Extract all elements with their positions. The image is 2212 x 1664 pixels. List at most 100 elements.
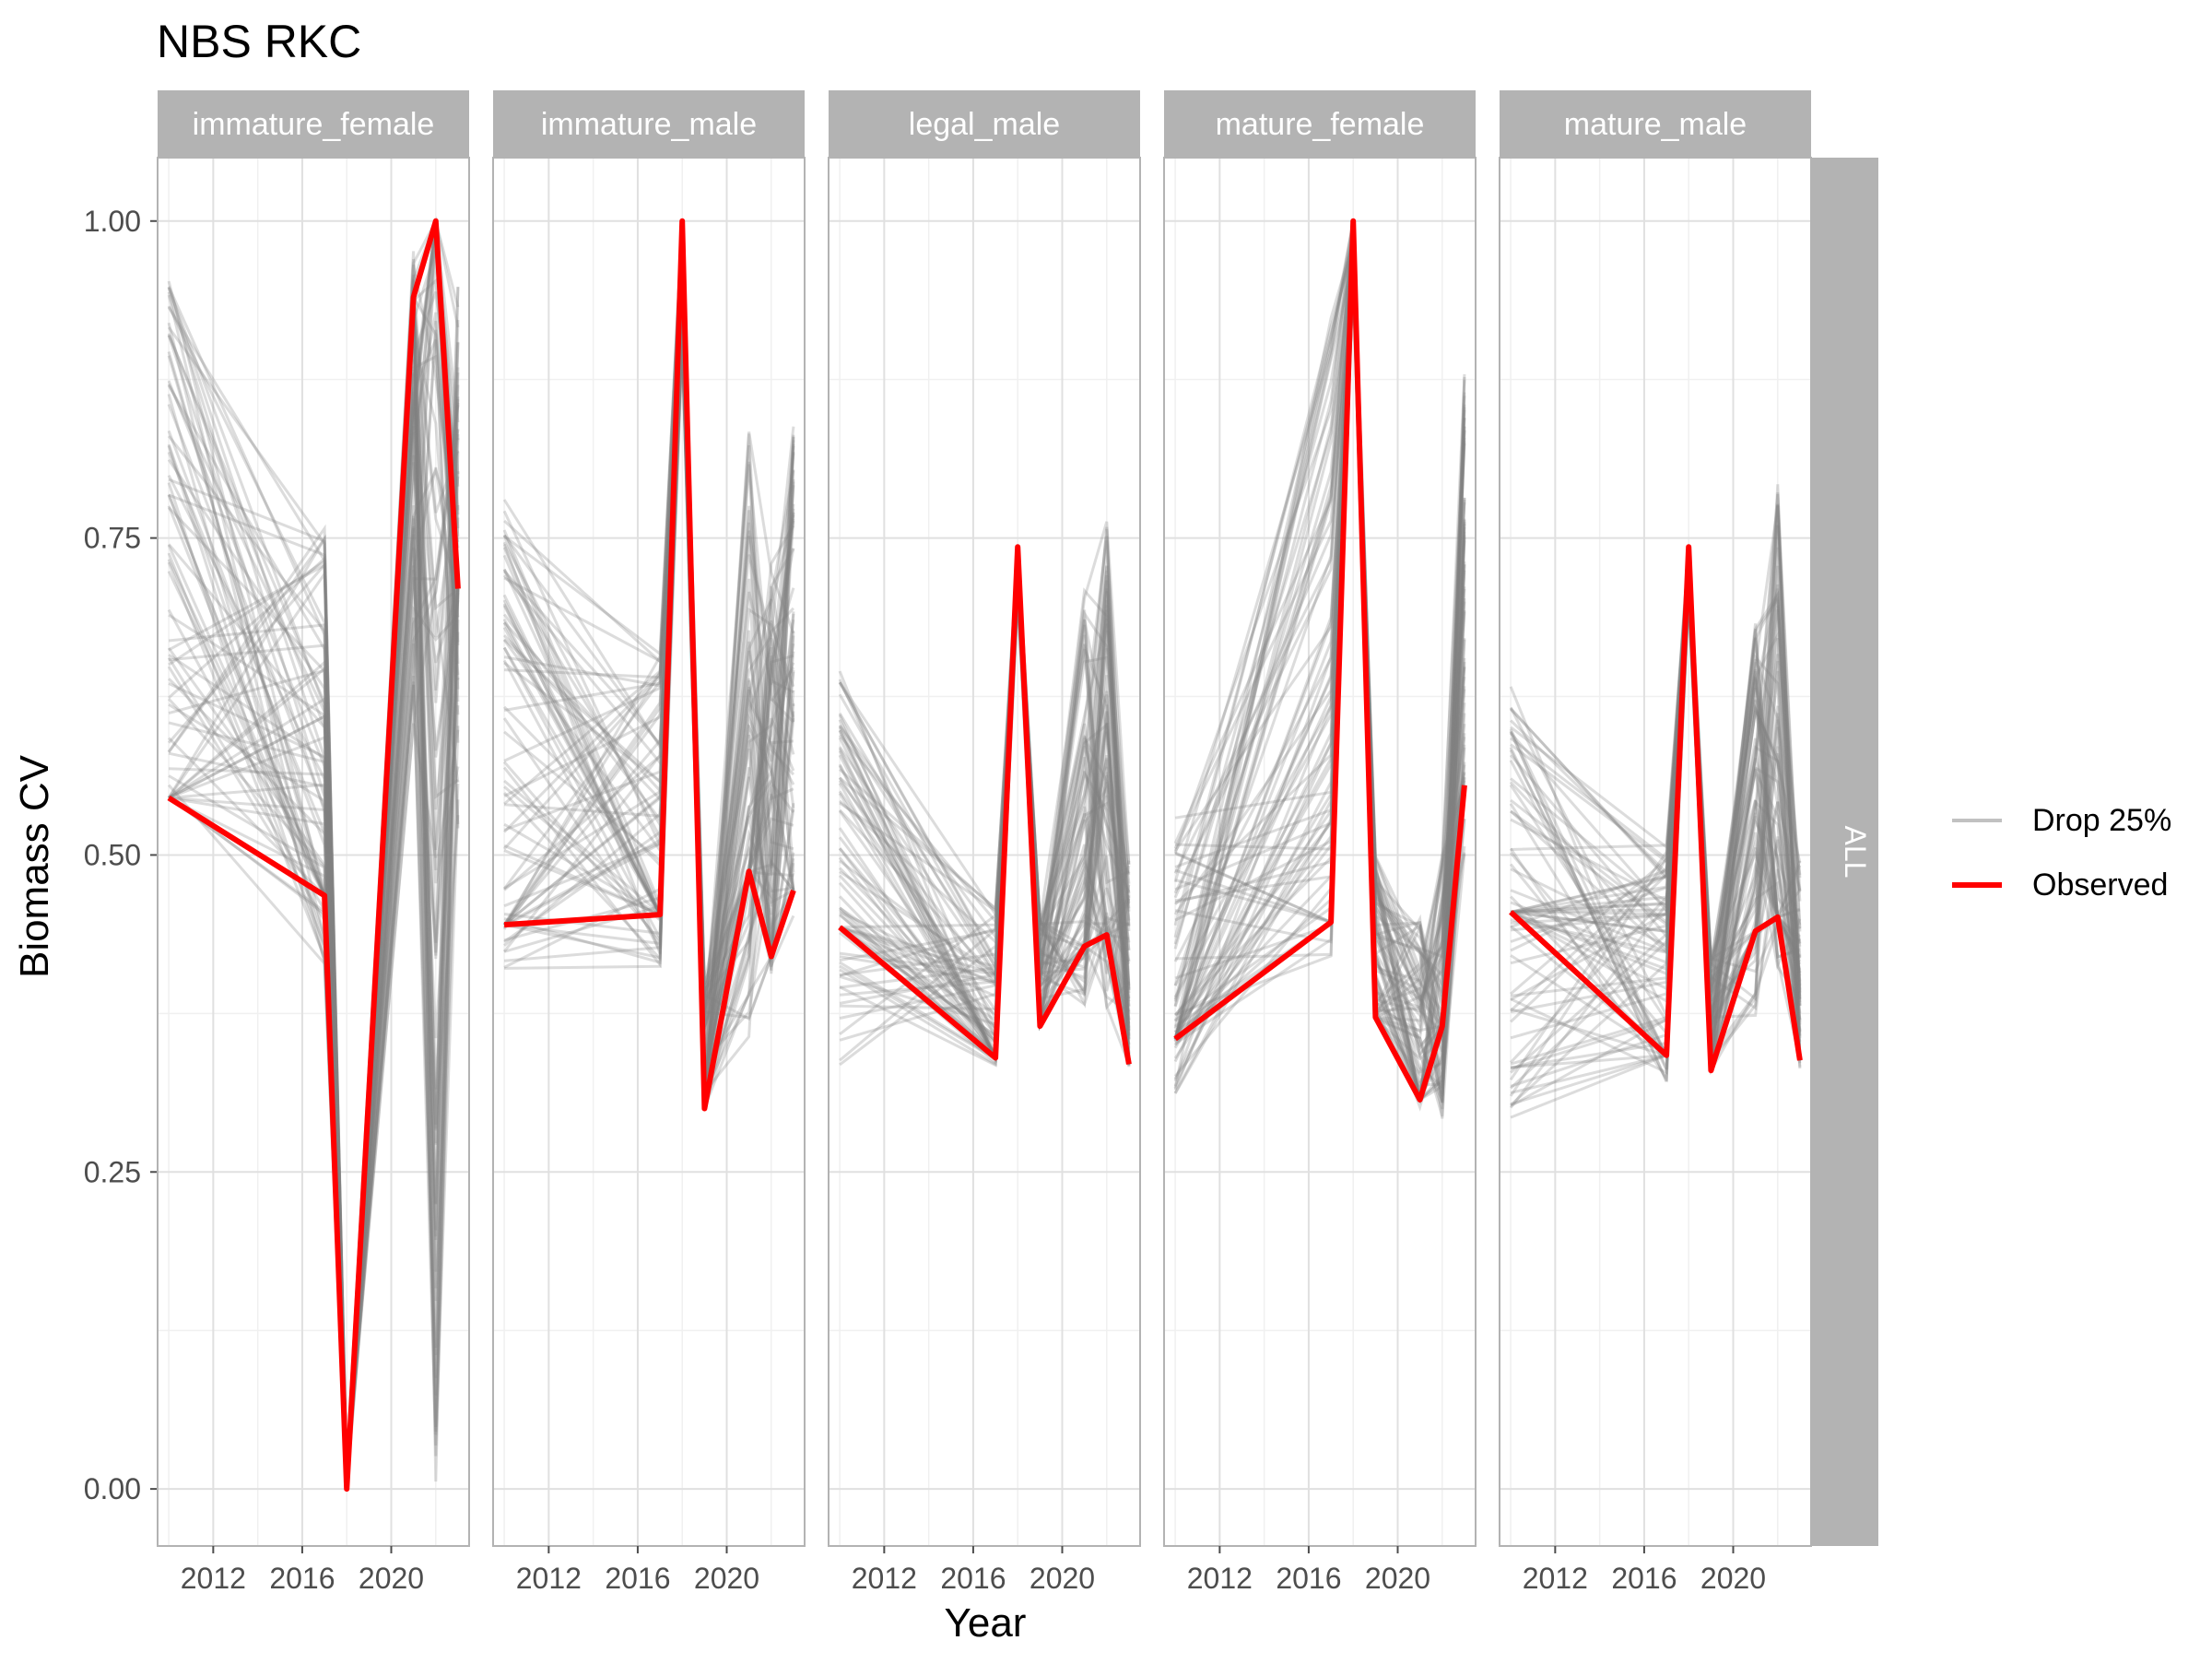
observed-series-line: [167, 218, 461, 1493]
drop25-series-line: [503, 224, 795, 996]
drop25-series-line: [1173, 250, 1466, 959]
y-tick-label: 0.25: [84, 1155, 141, 1188]
drop25-series-line: [839, 547, 1131, 1041]
drop25-series-line: [839, 547, 1130, 1062]
x-tick-label: 2016: [1611, 1562, 1677, 1595]
drop25-series-line: [168, 517, 460, 1487]
x-tick-label: 2012: [1523, 1562, 1588, 1595]
facet-panel-immature_female: immature_female 2012 2016 2020: [157, 90, 470, 1595]
drop25-series-line: [1173, 222, 1466, 1078]
drop25-series-line: [167, 431, 460, 1490]
facet-strip: [1500, 90, 1811, 158]
drop25-series-line: [167, 367, 460, 1490]
drop25-series-line: [168, 534, 460, 1472]
drop25-series-line: [167, 312, 460, 1474]
panel-border: [1163, 157, 1477, 1547]
x-tick-label: 2016: [605, 1562, 670, 1595]
drop25-series-line: [167, 494, 460, 1482]
legend-label: Drop 25%: [2032, 803, 2171, 838]
drop25-series-line: [1511, 566, 1802, 980]
observed-series-line: [1173, 218, 1467, 1103]
drop25-series-line: [1511, 547, 1802, 1025]
drop25-series-line: [168, 565, 460, 1472]
drop25-series-line: [1174, 240, 1466, 1101]
facet-strip: [829, 90, 1140, 158]
drop25-series-line: [1173, 222, 1466, 1040]
drop25-series-line: [167, 426, 460, 1483]
drop25-series-line: [502, 220, 795, 989]
drop25-series-line: [1173, 237, 1466, 1101]
drop25-series-line: [167, 398, 460, 1480]
x-tick-label: 2016: [1276, 1562, 1341, 1595]
x-tick-label: 2016: [269, 1562, 335, 1595]
drop25-series-line: [502, 318, 795, 995]
drop25-series-line: [167, 294, 460, 1490]
x-tick-label: 2012: [181, 1562, 246, 1595]
drop25-series-line: [1173, 220, 1466, 1091]
facet-strip-label: immature_female: [193, 107, 435, 142]
facet-panel-mature_female: mature_female 2012 2016 2020: [1163, 90, 1477, 1595]
observed-series-line: [503, 218, 796, 1112]
panel-border: [828, 157, 1141, 1547]
facet-strip: [493, 90, 805, 158]
y-tick-label: 0.75: [84, 522, 141, 555]
y-axis-label: Biomass CV: [12, 754, 57, 978]
drop25-series-line: [1173, 223, 1466, 1101]
facet-strip-label: legal_male: [909, 107, 1060, 142]
drop25-series-line: [168, 569, 460, 1489]
facet-strip: [1164, 90, 1476, 158]
drop25-series-line: [1510, 574, 1802, 973]
facet-panel-mature_male: mature_male 2012 2016 2020: [1499, 90, 1812, 1595]
facet-strip-label: mature_male: [1564, 107, 1747, 142]
drop25-series-line: [1173, 279, 1466, 1040]
drop25-series-line: [839, 547, 1131, 1035]
drop25-series-line: [839, 578, 1131, 998]
drop25-series-line: [168, 478, 460, 1479]
legend: Drop 25% Observed: [1952, 803, 2171, 903]
drop25-series-line: [167, 404, 460, 1486]
drop25-series-line: [167, 335, 460, 1476]
drop25-series-line: [167, 394, 460, 1469]
x-tick-label: 2020: [359, 1562, 424, 1595]
drop25-series-line: [1174, 231, 1466, 1103]
drop25-series-line: [167, 320, 460, 1474]
drop25-series-line: [839, 587, 1131, 1065]
drop25-series-line: [168, 320, 460, 1469]
chart-title: NBS RKC: [157, 16, 361, 67]
drop25-series-line: [1509, 557, 1802, 1083]
drop25-series-line: [167, 341, 460, 1470]
facet-strip: [158, 90, 469, 158]
x-tick-label: 2012: [852, 1562, 917, 1595]
drop25-series-line: [168, 405, 460, 1485]
panel-border: [1499, 157, 1812, 1547]
panel-border: [492, 157, 806, 1547]
y-tick-label: 0.00: [84, 1472, 141, 1505]
drop25-series-line: [1173, 220, 1466, 1119]
observed-series-line: [838, 544, 1132, 1065]
x-tick-label: 2020: [1030, 1562, 1095, 1595]
drop25-series-line: [840, 587, 1131, 959]
observed-series-line: [1509, 544, 1803, 1074]
drop25-series-line: [839, 553, 1131, 1068]
drop25-series-line: [838, 553, 1131, 1065]
drop25-series-line: [167, 326, 460, 1484]
drop25-series-line: [1173, 223, 1466, 1004]
x-tick-label: 2012: [1187, 1562, 1253, 1595]
facet-row-strip: ALL: [1812, 158, 1878, 1546]
facets-layer: 0.00 0.25 0.50 0.75 1.00 immature_female 2012 2…: [84, 90, 1812, 1595]
drop25-series-line: [167, 518, 460, 1489]
drop25-series-line: [1510, 561, 1802, 1064]
drop25-series-line: [1510, 571, 1802, 1004]
drop25-series-line: [168, 471, 460, 1467]
facet-row-strip-label: ALL: [1839, 826, 1872, 879]
drop25-series-line: [839, 566, 1131, 1031]
drop25-series-line: [1510, 547, 1802, 1012]
drop25-series-line: [1511, 581, 1802, 1061]
drop25-series-line: [167, 329, 460, 1485]
drop25-series-line: [839, 566, 1131, 1040]
drop25-series-line: [1510, 599, 1802, 1032]
x-tick-label: 2012: [516, 1562, 582, 1595]
drop25-series-line: [168, 342, 460, 1477]
